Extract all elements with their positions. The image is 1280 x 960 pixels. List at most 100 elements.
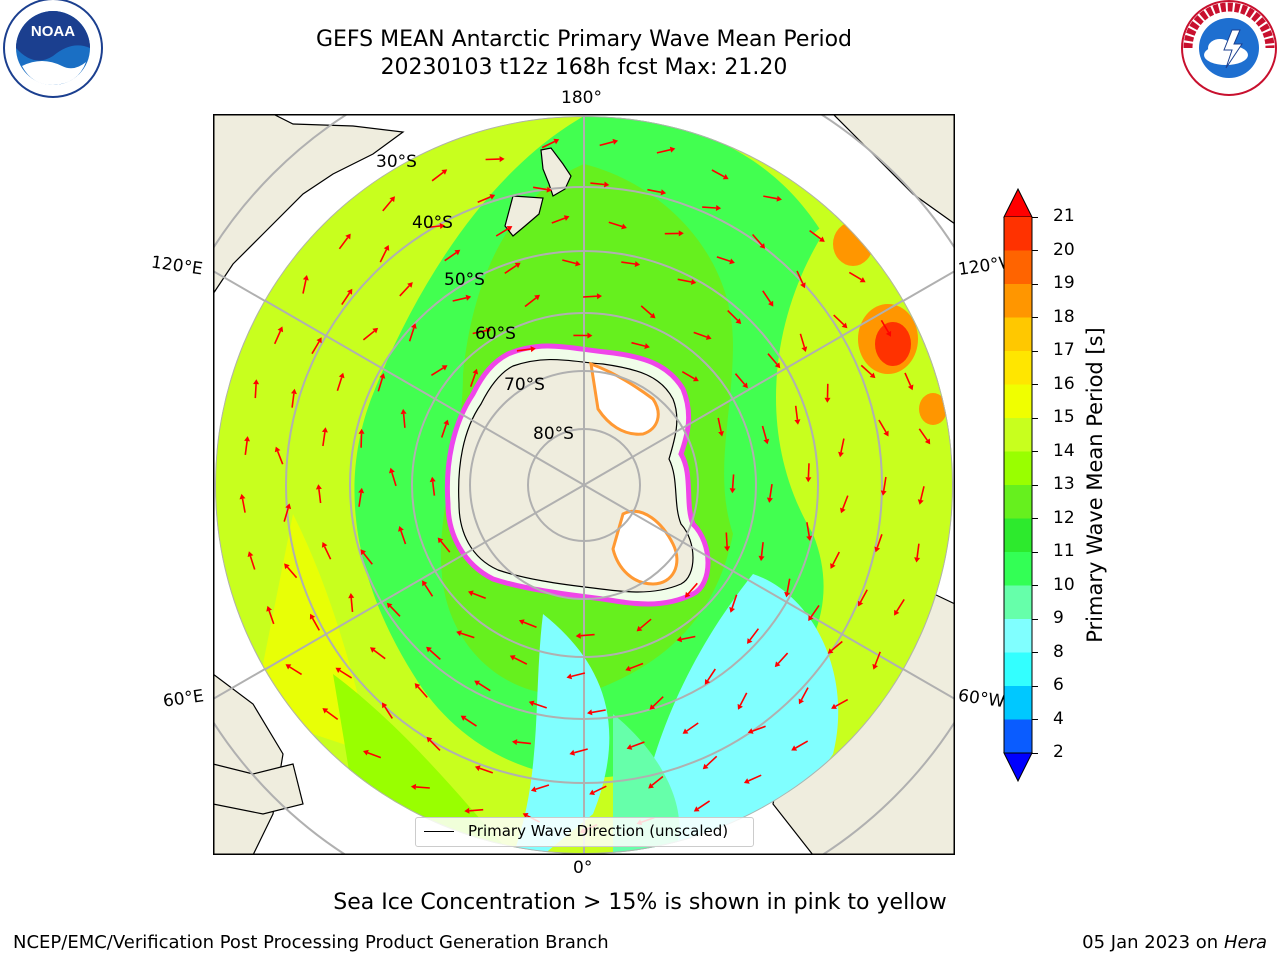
wave-arrow-shaft <box>760 542 764 557</box>
wave-arrow-head <box>509 655 516 661</box>
wave-arrow-shaft <box>882 476 887 492</box>
lon-label-180: 180° <box>561 88 602 108</box>
wave-arrow-shaft <box>429 649 441 660</box>
wave-arrow-head <box>838 451 844 458</box>
wave-arrow-shaft <box>323 546 332 560</box>
wave-arrow-head <box>776 195 782 202</box>
wave-arrow-head <box>386 602 393 609</box>
wave-arrow-shaft <box>362 330 375 341</box>
wave-arrow-head <box>644 343 650 349</box>
wave-arrow-shaft <box>551 217 566 224</box>
wave-arrow-head <box>266 605 272 612</box>
wave-arrow-head <box>456 630 462 637</box>
wave-arrow-shaft <box>440 540 451 553</box>
wave-arrow-shaft <box>358 492 362 507</box>
colorbar-tick-label: 4 <box>1053 708 1064 729</box>
wave-arrow-shaft <box>562 259 577 265</box>
colorbar-segment <box>1004 284 1032 318</box>
wave-arrow-shaft <box>402 413 406 428</box>
colorbar-segment <box>1004 552 1032 586</box>
wave-arrow-head <box>575 632 581 639</box>
colorbar <box>1003 187 1033 783</box>
wave-arrow-head <box>880 490 887 496</box>
wave-arrow-shaft <box>769 483 773 499</box>
wave-arrow-head <box>244 436 250 442</box>
wave-arrow-shaft <box>647 188 662 194</box>
wave-arrow-head <box>678 230 684 237</box>
wave-arrow-shaft <box>583 295 598 298</box>
colorbar-label: Primary Wave Mean Period [s] <box>1083 327 1107 643</box>
wave-arrow-head <box>830 563 836 569</box>
colorbar-tick-label: 21 <box>1053 206 1075 226</box>
wave-arrow-shaft <box>656 148 671 154</box>
wave-arrow-head <box>690 279 697 285</box>
lon-label-60e: 60°E <box>161 686 206 712</box>
wave-arrow-head <box>345 233 351 240</box>
wave-arrow-head <box>522 813 529 819</box>
wave-arrow-shaft <box>842 495 849 509</box>
colorbar-tick-mark <box>1032 752 1038 754</box>
wave-arrow-shaft <box>399 285 410 297</box>
wave-arrow-shaft <box>469 808 484 812</box>
colorbar-segment <box>1004 619 1032 653</box>
wave-arrow-shaft <box>727 310 739 321</box>
wave-arrow-shaft <box>796 270 804 284</box>
wave-arrow-head <box>489 194 496 200</box>
wave-arrow-head <box>791 745 798 751</box>
wave-arrow-shaft <box>241 498 246 513</box>
wave-arrow-shaft <box>479 767 494 774</box>
wave-arrow-head <box>514 262 521 268</box>
wave-arrow-shaft <box>415 786 430 789</box>
colorbar-tick-mark <box>1032 618 1038 620</box>
wave-arrow-shaft <box>919 486 925 501</box>
colorbar-segment <box>1004 250 1032 285</box>
lon-label-0: 0° <box>573 858 593 878</box>
wave-arrow-head <box>316 337 322 344</box>
wave-arrow-head <box>530 786 537 793</box>
colorbar-tick-mark <box>1032 685 1038 687</box>
wave-arrow-shaft <box>767 353 778 365</box>
wave-arrow-head <box>379 373 386 379</box>
colorbar-tick-label: 16 <box>1053 373 1075 394</box>
wave-arrow-head <box>759 243 766 249</box>
graticule-outer <box>213 114 955 855</box>
wave-arrow-head <box>729 607 735 613</box>
wave-arrow-shaft <box>639 618 652 629</box>
wave-arrow-head <box>604 181 610 188</box>
wave-arrow-shaft <box>761 425 768 440</box>
wave-arrow-shaft <box>533 702 547 709</box>
wave-arrow-head <box>747 638 753 644</box>
polar-map <box>213 114 955 855</box>
wave-arrow-head <box>468 590 474 597</box>
wave-arrow-head <box>626 744 633 750</box>
wave-arrow-head <box>309 613 316 620</box>
colorbar-segment <box>1004 384 1032 419</box>
wave-arrow-shaft <box>504 264 517 274</box>
wave-arrow-head <box>563 215 570 221</box>
wave-arrow-head <box>682 728 689 734</box>
wave-arrow-head <box>335 667 342 673</box>
wave-arrow-shaft <box>580 633 595 637</box>
colorbar-segment <box>1004 485 1032 519</box>
wave-arrow-head <box>407 282 413 288</box>
wave-arrow-head <box>766 497 773 503</box>
wave-arrow-head <box>894 609 900 616</box>
lat-label-40s: 40°S <box>412 213 453 233</box>
wave-arrow-head <box>702 763 709 770</box>
legend-label: Primary Wave Direction (unscaled) <box>468 822 729 840</box>
wave-arrow-shaft <box>651 775 664 786</box>
wave-arrow-head <box>291 388 297 395</box>
wave-arrow-shaft <box>795 740 809 749</box>
wave-arrow-head <box>239 493 246 500</box>
wave-arrow-head <box>819 236 825 242</box>
chart-title: GEFS MEAN Antarctic Primary Wave Mean Pe… <box>315 27 853 52</box>
wave-arrow-shaft <box>350 597 354 612</box>
wave-arrow-head <box>827 648 834 654</box>
wave-arrow-shaft <box>283 507 289 522</box>
wave-arrow-shaft <box>705 755 718 767</box>
wave-arrow-shaft <box>571 672 586 678</box>
wave-arrow-head <box>729 258 735 265</box>
wave-arrow-head <box>546 186 552 193</box>
wave-arrow-head <box>410 783 417 790</box>
wave-arrow-head <box>636 625 643 632</box>
